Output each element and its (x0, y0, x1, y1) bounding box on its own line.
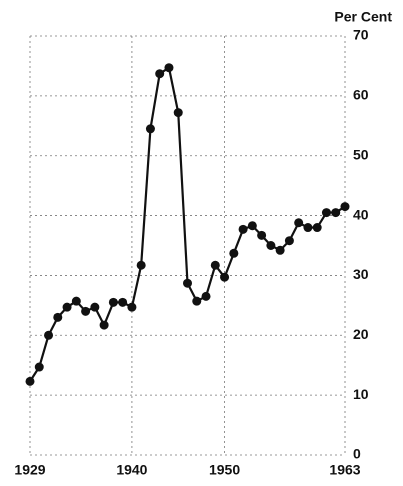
marker (34, 362, 44, 372)
y-tick-label: 20 (353, 326, 369, 342)
marker (99, 320, 109, 330)
marker (53, 312, 63, 322)
marker (145, 124, 155, 134)
marker (71, 296, 81, 306)
y-tick-label: 10 (353, 386, 369, 402)
y-axis-label: Per Cent (334, 9, 392, 25)
y-tick-label: 60 (353, 87, 369, 103)
marker (44, 330, 54, 340)
marker (229, 248, 239, 258)
x-tick-label: 1929 (14, 462, 45, 478)
x-tick-label: 1940 (116, 462, 147, 478)
marker (81, 306, 91, 316)
marker (118, 297, 128, 307)
y-tick-label: 0 (353, 446, 361, 462)
marker (183, 278, 192, 288)
y-tick-label: 30 (353, 266, 369, 282)
marker (210, 260, 220, 270)
marker (173, 108, 183, 118)
marker (136, 260, 146, 270)
marker (164, 63, 174, 73)
marker (294, 218, 304, 228)
marker (275, 245, 285, 255)
marker (155, 69, 165, 79)
y-tick-label: 70 (353, 27, 369, 43)
marker (247, 221, 257, 231)
marker (340, 202, 350, 212)
marker (90, 302, 100, 312)
marker (331, 208, 341, 218)
marker (312, 223, 322, 233)
marker (238, 224, 248, 234)
y-tick-label: 50 (353, 146, 369, 162)
marker (284, 236, 294, 246)
y-tick-label: 40 (353, 206, 369, 222)
marker (201, 291, 211, 301)
marker (62, 302, 72, 312)
marker (108, 297, 118, 307)
marker (257, 230, 267, 240)
marker (25, 376, 35, 386)
x-tick-label: 1963 (329, 462, 360, 478)
marker (266, 241, 276, 250)
marker (192, 296, 202, 306)
marker (127, 302, 137, 312)
x-tick-label: 1950 (209, 462, 240, 478)
marker (220, 272, 230, 282)
marker (303, 223, 313, 233)
marker (321, 208, 331, 218)
